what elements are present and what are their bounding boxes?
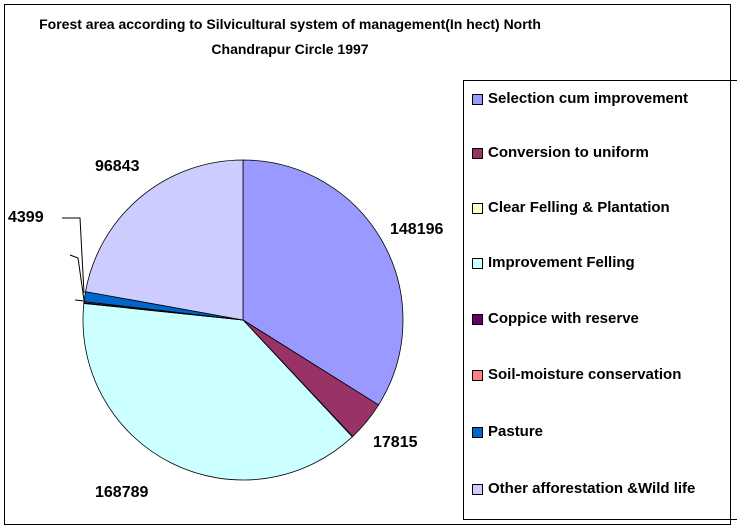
legend-label: Conversion to uniform: [488, 144, 649, 161]
leader-line: [62, 217, 85, 294]
legend-entry: Selection cum improvement: [472, 89, 737, 109]
legend-label: Improvement Felling: [488, 254, 635, 271]
pie-slice: [82, 302, 353, 481]
legend-swatch: [472, 370, 483, 381]
legend-entry: Pasture: [472, 422, 737, 442]
legend-label: Soil-moisture conservation: [488, 366, 682, 383]
legend-swatch: [472, 427, 483, 438]
legend-entry: Soil-moisture conservation: [472, 365, 737, 385]
chart-title: Forest area according to Silvicultural s…: [39, 16, 541, 57]
data-label: 168789: [95, 484, 148, 501]
pie-slice: [85, 159, 244, 321]
legend-label: Selection cum improvement: [488, 90, 689, 107]
legend-label: Clear Felling & Plantation: [488, 199, 670, 216]
leader-line: [69, 254, 85, 301]
pie-slice: [242, 159, 404, 406]
legend-entry: Improvement Felling: [472, 253, 737, 273]
legend-swatch: [472, 148, 483, 159]
legend-swatch: [472, 203, 483, 214]
data-label: 148196: [390, 221, 443, 238]
legend-entry: Other afforestation &Wild life: [472, 479, 737, 499]
legend-entry: Clear Felling & Plantation: [472, 198, 737, 218]
legend-entry: Coppice with reserve: [472, 309, 737, 329]
data-label: 96843: [95, 158, 140, 175]
legend-label: Coppice with reserve: [488, 310, 639, 327]
legend-swatch: [472, 258, 483, 269]
chart-frame: [4, 4, 731, 525]
legend-swatch: [472, 314, 483, 325]
data-label: 4399: [8, 209, 44, 226]
legend-swatch: [472, 94, 483, 105]
legend-swatch: [472, 484, 483, 495]
legend-label: Pasture: [488, 423, 544, 440]
legend-label: Other afforestation &Wild life: [488, 480, 696, 497]
legend: Selection cum improvement Conversion to u…: [463, 80, 737, 520]
leader-line: [74, 299, 85, 302]
legend-entry: Conversion to uniform: [472, 143, 737, 163]
data-label: 17815: [373, 434, 418, 451]
